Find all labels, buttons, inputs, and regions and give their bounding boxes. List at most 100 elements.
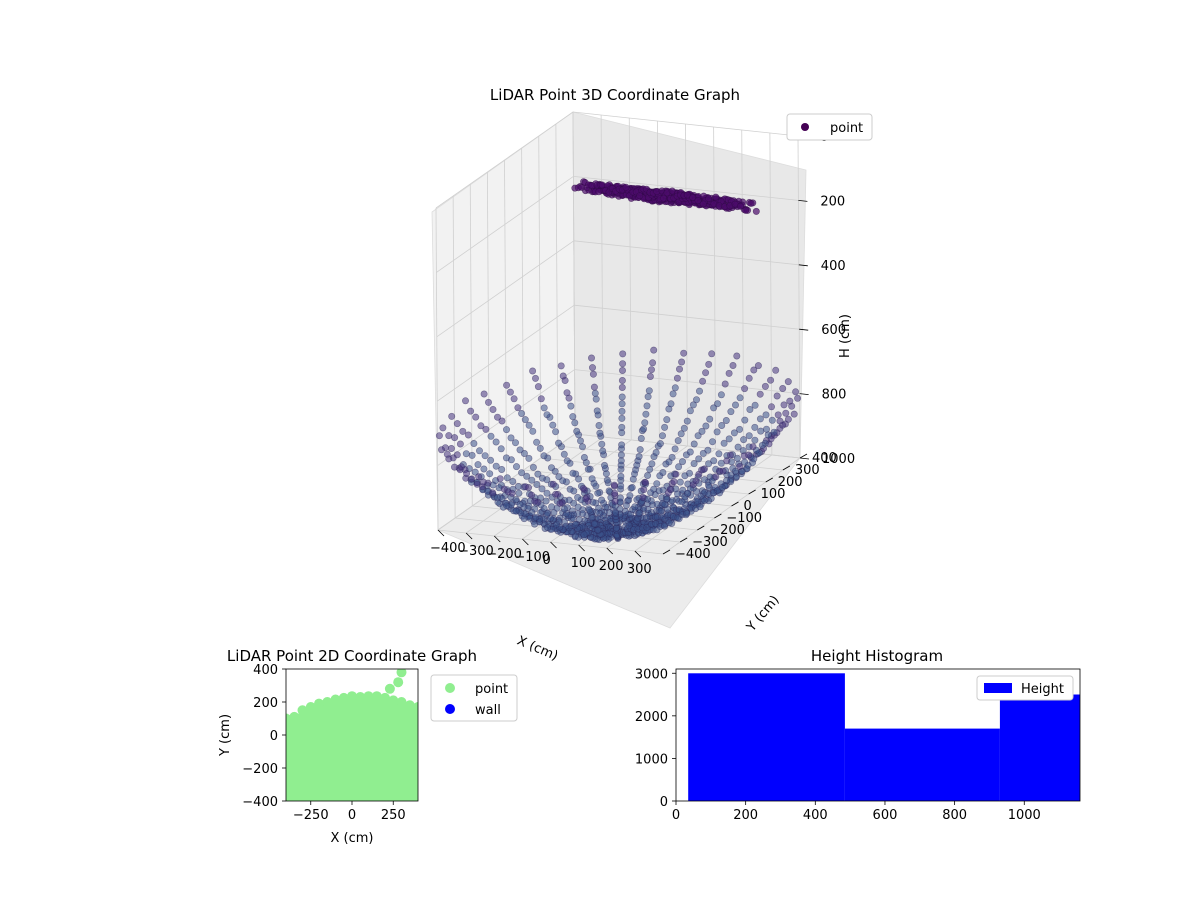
point-3d-floor [511, 439, 519, 447]
point-3d-floor [534, 470, 542, 478]
point-3d-floor [582, 495, 590, 503]
chart-histogram: Height Histogram 0 200 400 600 800 1000 0 1000 2… [635, 647, 1081, 823]
point-3d-floor [468, 475, 476, 483]
point-3d-floor [694, 432, 702, 440]
point-3d-floor [594, 526, 602, 534]
point-3d-floor [481, 452, 489, 460]
point-3d-floor [637, 434, 645, 442]
point-3d-floor [531, 374, 539, 382]
point-3d-floor [617, 451, 625, 459]
point-3d-floor [502, 454, 510, 462]
point-3d-floor [475, 447, 483, 455]
point-3d-floor [591, 389, 599, 397]
x-tick [550, 541, 557, 549]
point-3d-floor [512, 507, 520, 515]
point-3d-floor [706, 415, 714, 423]
point-3d-floor [702, 369, 710, 377]
point-3d-floor [756, 415, 764, 423]
point-3d-floor [640, 486, 648, 494]
point-3d-floor [726, 451, 734, 459]
point-3d-floor [439, 424, 447, 432]
point-3d-floor [636, 509, 644, 517]
point-3d-floor [498, 417, 506, 425]
point-3d-floor [480, 465, 488, 473]
x-tick-label: 0 [348, 808, 356, 823]
point-3d-floor [705, 360, 713, 368]
point-3d-floor [587, 354, 595, 362]
point-3d-floor [722, 416, 730, 424]
point-3d-floor [537, 395, 545, 403]
point-3d-floor [618, 441, 626, 449]
point-3d-floor [600, 461, 608, 469]
z-tick-label: 400 [821, 259, 846, 274]
grid-line [713, 126, 717, 450]
point-3d-floor [471, 468, 479, 476]
histogram-bar [999, 694, 1080, 801]
point-3d-floor [790, 410, 798, 418]
point-3d-floor [636, 446, 644, 454]
point-3d-floor [642, 514, 650, 522]
point-3d-floor [740, 436, 748, 444]
point-3d-floor [792, 388, 800, 396]
point-3d-floor [487, 456, 495, 464]
point-3d-floor [576, 437, 584, 445]
grid-line [436, 240, 575, 338]
z-tick-label: 600 [821, 323, 846, 338]
point-3d-floor [536, 444, 544, 452]
point-3d-floor [695, 455, 703, 463]
y-tick-label: −200 [709, 523, 745, 538]
point-3d-floor [611, 497, 619, 505]
point-3d-floor [745, 451, 753, 459]
point-2d [330, 694, 341, 705]
point-2d [338, 692, 349, 703]
z-tick [799, 393, 809, 395]
point-3d-floor [518, 469, 526, 477]
point-3d-floor [603, 476, 611, 484]
point-2d-region [286, 696, 418, 801]
point-3d-floor [550, 509, 558, 517]
point-3d-floor [549, 421, 557, 429]
point-2d [388, 695, 399, 706]
point-3d-floor [698, 427, 706, 435]
point-3d-floor [668, 453, 676, 461]
point-3d-floor [736, 394, 744, 402]
point-3d-floor [489, 405, 497, 413]
point-3d-floor [745, 374, 753, 382]
point-3d-floor [618, 366, 626, 374]
point-3d-floor [463, 469, 471, 477]
x-tick-label: −100 [514, 550, 550, 565]
y-tick [765, 477, 773, 483]
point-3d-floor [731, 401, 739, 409]
point-3d-floor [553, 520, 561, 528]
point-3d-floor [456, 440, 464, 448]
point-3d-ceiling [660, 194, 668, 202]
point-3d-floor [477, 422, 485, 430]
point-3d-floor [457, 463, 465, 471]
x-tick-label: 600 [873, 808, 898, 823]
chart-2d: LiDAR Point 2D Coordinate Graph −250 0 250… [218, 647, 518, 846]
point-3d-floor [749, 443, 757, 451]
point-3d-floor [618, 414, 626, 422]
point-3d-floor [736, 462, 744, 470]
point-3d-floor [611, 508, 619, 516]
point-3d-floor [571, 520, 579, 528]
legend-3d: point [786, 113, 873, 141]
y-tick-label: 100 [761, 487, 786, 502]
grid-line [573, 240, 799, 266]
point-3d-floor [459, 427, 467, 435]
y-tick-label: 0 [660, 795, 668, 810]
point-3d-floor [547, 464, 555, 472]
z-tick-label: 1000 [822, 452, 855, 467]
point-3d-floor [628, 483, 636, 491]
grid-line [656, 120, 660, 444]
point-3d-floor [580, 531, 588, 539]
point-3d-ceiling [694, 197, 702, 205]
grid-line [573, 176, 799, 201]
point-3d-floor [762, 425, 770, 433]
point-3d-floor [445, 432, 453, 440]
y-tick [679, 537, 688, 543]
point-3d-floor [642, 410, 650, 418]
point-3d-floor [667, 400, 675, 408]
point-3d-floor [690, 460, 698, 468]
point-3d-floor [588, 514, 596, 522]
